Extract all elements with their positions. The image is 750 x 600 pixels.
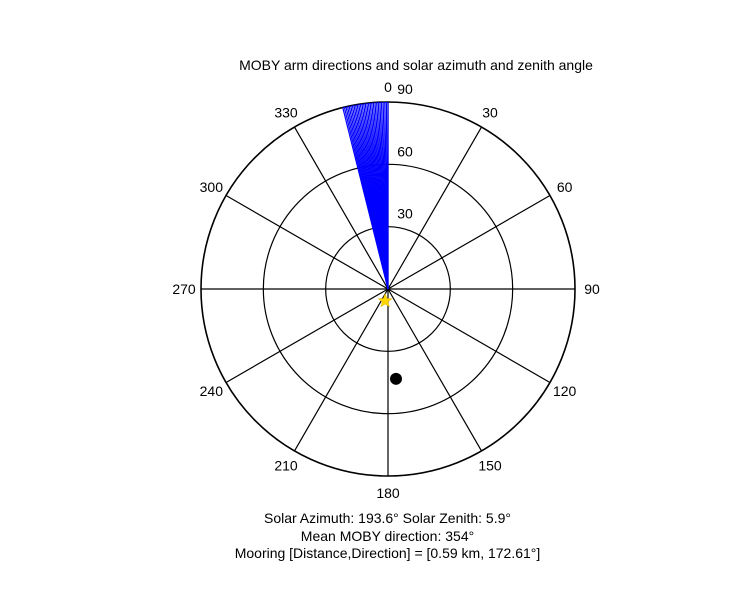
angle-label-90: 90 bbox=[584, 281, 600, 297]
angle-label-330: 330 bbox=[274, 104, 298, 120]
radial-label-60: 60 bbox=[397, 143, 413, 159]
axis-labels: 0 30 60 90 120 150 180 210 240 270 300 330 30 60 90 bbox=[172, 79, 600, 501]
spoke-210 bbox=[293, 288, 389, 452]
spoke-150 bbox=[387, 288, 483, 452]
spoke-120 bbox=[387, 288, 551, 384]
angle-label-270: 270 bbox=[172, 281, 196, 297]
markers bbox=[377, 293, 403, 385]
angle-label-180: 180 bbox=[376, 485, 400, 501]
angle-label-150: 150 bbox=[478, 458, 502, 474]
angle-label-120: 120 bbox=[553, 383, 577, 399]
angle-label-60: 60 bbox=[557, 179, 573, 195]
spoke-300 bbox=[225, 194, 389, 290]
radial-label-30: 30 bbox=[397, 206, 413, 222]
mooring-caption: Mooring [Distance,Direction] = [0.59 km,… bbox=[234, 545, 541, 561]
moby-arm-directions bbox=[342, 102, 389, 290]
solar-caption: Solar Azimuth: 193.6° Solar Zenith: 5.9° bbox=[264, 510, 511, 526]
angle-label-240: 240 bbox=[200, 383, 224, 399]
spoke-60 bbox=[387, 194, 551, 290]
spoke-30 bbox=[387, 126, 483, 290]
mooring-marker bbox=[390, 372, 403, 385]
angle-label-300: 300 bbox=[200, 179, 224, 195]
angle-label-210: 210 bbox=[274, 458, 298, 474]
angle-label-30: 30 bbox=[482, 104, 498, 120]
radial-label-90: 90 bbox=[397, 81, 413, 97]
spoke-240 bbox=[225, 288, 389, 384]
sun-marker bbox=[377, 293, 393, 308]
angle-label-0: 0 bbox=[384, 79, 392, 95]
chart-title: MOBY arm directions and solar azimuth an… bbox=[239, 57, 593, 73]
spoke-330 bbox=[293, 126, 389, 290]
mean-direction-caption: Mean MOBY direction: 354° bbox=[300, 528, 475, 544]
